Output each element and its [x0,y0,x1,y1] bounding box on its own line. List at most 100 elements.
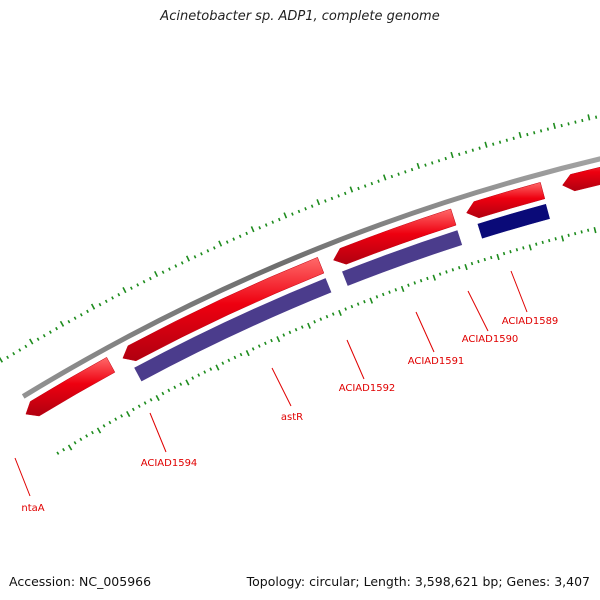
gene-label: ACIAD1594 [141,458,198,469]
tick-mark [122,287,127,294]
gene-label: astR [281,412,303,423]
tick-mark [185,255,190,262]
tick-mark [104,299,108,303]
tick-mark [496,253,500,261]
tick-mark [561,235,565,242]
tick-mark [369,297,374,304]
tick-mark [338,309,342,317]
tick-mark [85,434,89,438]
tick-mark [67,319,71,324]
tick-mark [484,141,488,148]
gene-label: ntaA [21,503,44,514]
leader-line [415,311,435,353]
tick-mark [24,344,28,349]
tick-mark [29,338,34,345]
tick-mark [120,414,124,418]
tick-mark [390,174,394,179]
tick-mark [471,148,475,152]
tick-mark [143,401,147,405]
tick-mark [587,114,591,121]
tick-mark [36,337,40,341]
tick-mark [407,283,410,287]
leader-line [14,457,31,497]
tick-mark [377,179,380,183]
tick-mark [522,246,525,250]
tick-mark [450,151,454,159]
tick-mark [245,350,250,357]
tick-mark [200,252,203,256]
tick-mark [131,407,135,412]
tick-mark [404,170,407,174]
tick-mark [363,299,366,304]
tick-mark [316,199,321,206]
gene-arrow [122,256,325,362]
tick-mark [477,259,480,264]
tick-mark [451,268,455,272]
tick-mark [567,122,570,126]
feature-band [133,277,333,383]
tick-mark [203,370,207,374]
tick-mark [581,118,584,123]
tick-mark [370,181,374,186]
summary-text: Topology: circular; Length: 3,598,621 bp… [246,574,590,589]
tick-mark [90,303,96,310]
tick-mark [62,448,66,452]
tick-mark [539,129,543,133]
tick-mark [304,207,307,211]
tick-mark [111,296,114,300]
tick-mark [413,281,417,285]
tick-mark [515,248,519,252]
tick-mark [593,226,597,234]
tick-mark [444,156,447,161]
tick-mark [489,255,493,260]
tick-mark [245,231,249,236]
tick-mark [238,234,242,238]
tick-mark [130,286,133,290]
tick-mark [337,194,340,198]
tick-mark [310,204,314,208]
tick-mark [197,373,201,377]
tick-mark [257,344,261,348]
tick-mark [458,152,461,157]
tick-mark [73,316,77,320]
leader-line [271,367,292,407]
tick-mark [250,226,255,233]
tick-mark [416,162,420,170]
tick-mark [167,388,171,393]
tick-mark [594,115,598,119]
gene-labels: ACIAD1589 ACIAD1590 ACIAD1591 ACIAD1592 astR… [14,270,558,514]
tick-mark [375,295,379,299]
tick-mark [426,276,429,281]
tick-mark [343,191,347,196]
tick-ring: 1581 kbp1582 kbp1583 kbp1584 kbp1585 kbp… [0,114,598,455]
tick-mark [264,341,267,345]
tick-mark [567,233,570,237]
leader-line [149,412,167,453]
tick-mark [79,437,83,442]
feature-track [133,203,551,383]
tick-mark [437,159,441,163]
tick-mark [424,163,427,167]
tick-mark [546,127,550,131]
tick-mark [218,240,223,247]
tick-mark [154,270,159,278]
tick-mark [108,420,112,425]
tick-mark [271,220,275,224]
tick-mark [512,136,515,140]
tick-mark [283,212,288,219]
tick-mark [148,276,152,281]
tick-mark [12,351,16,356]
leader-line [510,270,528,313]
tick-mark [363,184,367,188]
backbone-ring [21,156,600,399]
tick-mark [294,328,298,332]
tick-mark [410,167,414,172]
tick-mark [535,242,538,246]
tick-mark [548,238,551,243]
tick-mark [221,361,225,365]
tick-mark [331,312,335,316]
tick-mark [291,212,294,216]
tick-mark [59,320,65,327]
gene-arrow [333,208,457,265]
tick-mark [533,131,536,135]
